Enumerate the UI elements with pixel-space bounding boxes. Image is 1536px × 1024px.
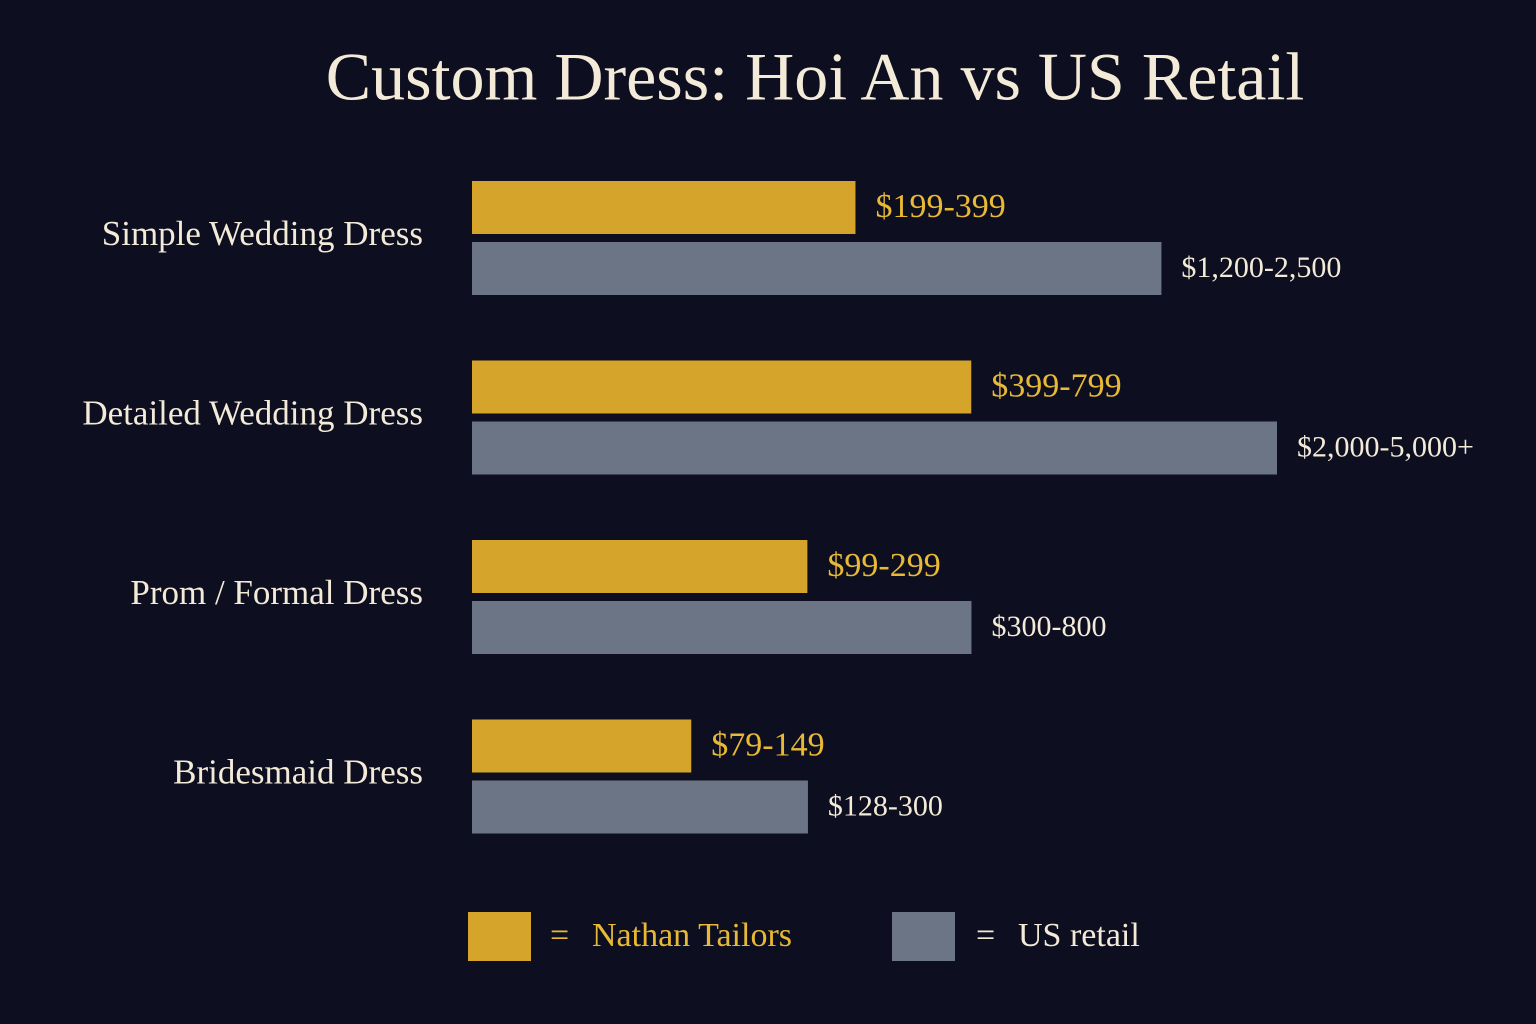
value-label: $199-399 <box>875 188 1005 225</box>
legend-equals: = <box>976 917 995 954</box>
value-label: $1,200-2,500 <box>1181 251 1341 284</box>
category-label: Bridesmaid Dress <box>173 753 423 792</box>
legend-equals: = <box>550 917 569 954</box>
value-label: $79-149 <box>711 726 824 763</box>
chart-title: Custom Dress: Hoi An vs US Retail <box>326 39 1305 115</box>
bar <box>472 242 1162 295</box>
value-label: $2,000-5,000+ <box>1297 430 1474 463</box>
legend-swatch <box>892 912 955 961</box>
value-label: $99-299 <box>827 547 940 584</box>
legend-swatch <box>468 912 531 961</box>
bar <box>472 540 808 593</box>
bar <box>472 719 692 773</box>
bar <box>472 360 972 414</box>
category-label: Simple Wedding Dress <box>102 214 423 253</box>
legend-label: US retail <box>1018 917 1140 954</box>
bar <box>472 421 1277 475</box>
category-label: Detailed Wedding Dress <box>82 394 423 433</box>
value-label: $128-300 <box>828 789 943 822</box>
category-label: Prom / Formal Dress <box>130 573 423 612</box>
value-label: $300-800 <box>991 610 1106 643</box>
legend-label: Nathan Tailors <box>592 917 792 954</box>
bar <box>472 181 856 234</box>
value-label: $399-799 <box>991 367 1121 404</box>
bar <box>472 601 972 654</box>
bar <box>472 780 808 834</box>
